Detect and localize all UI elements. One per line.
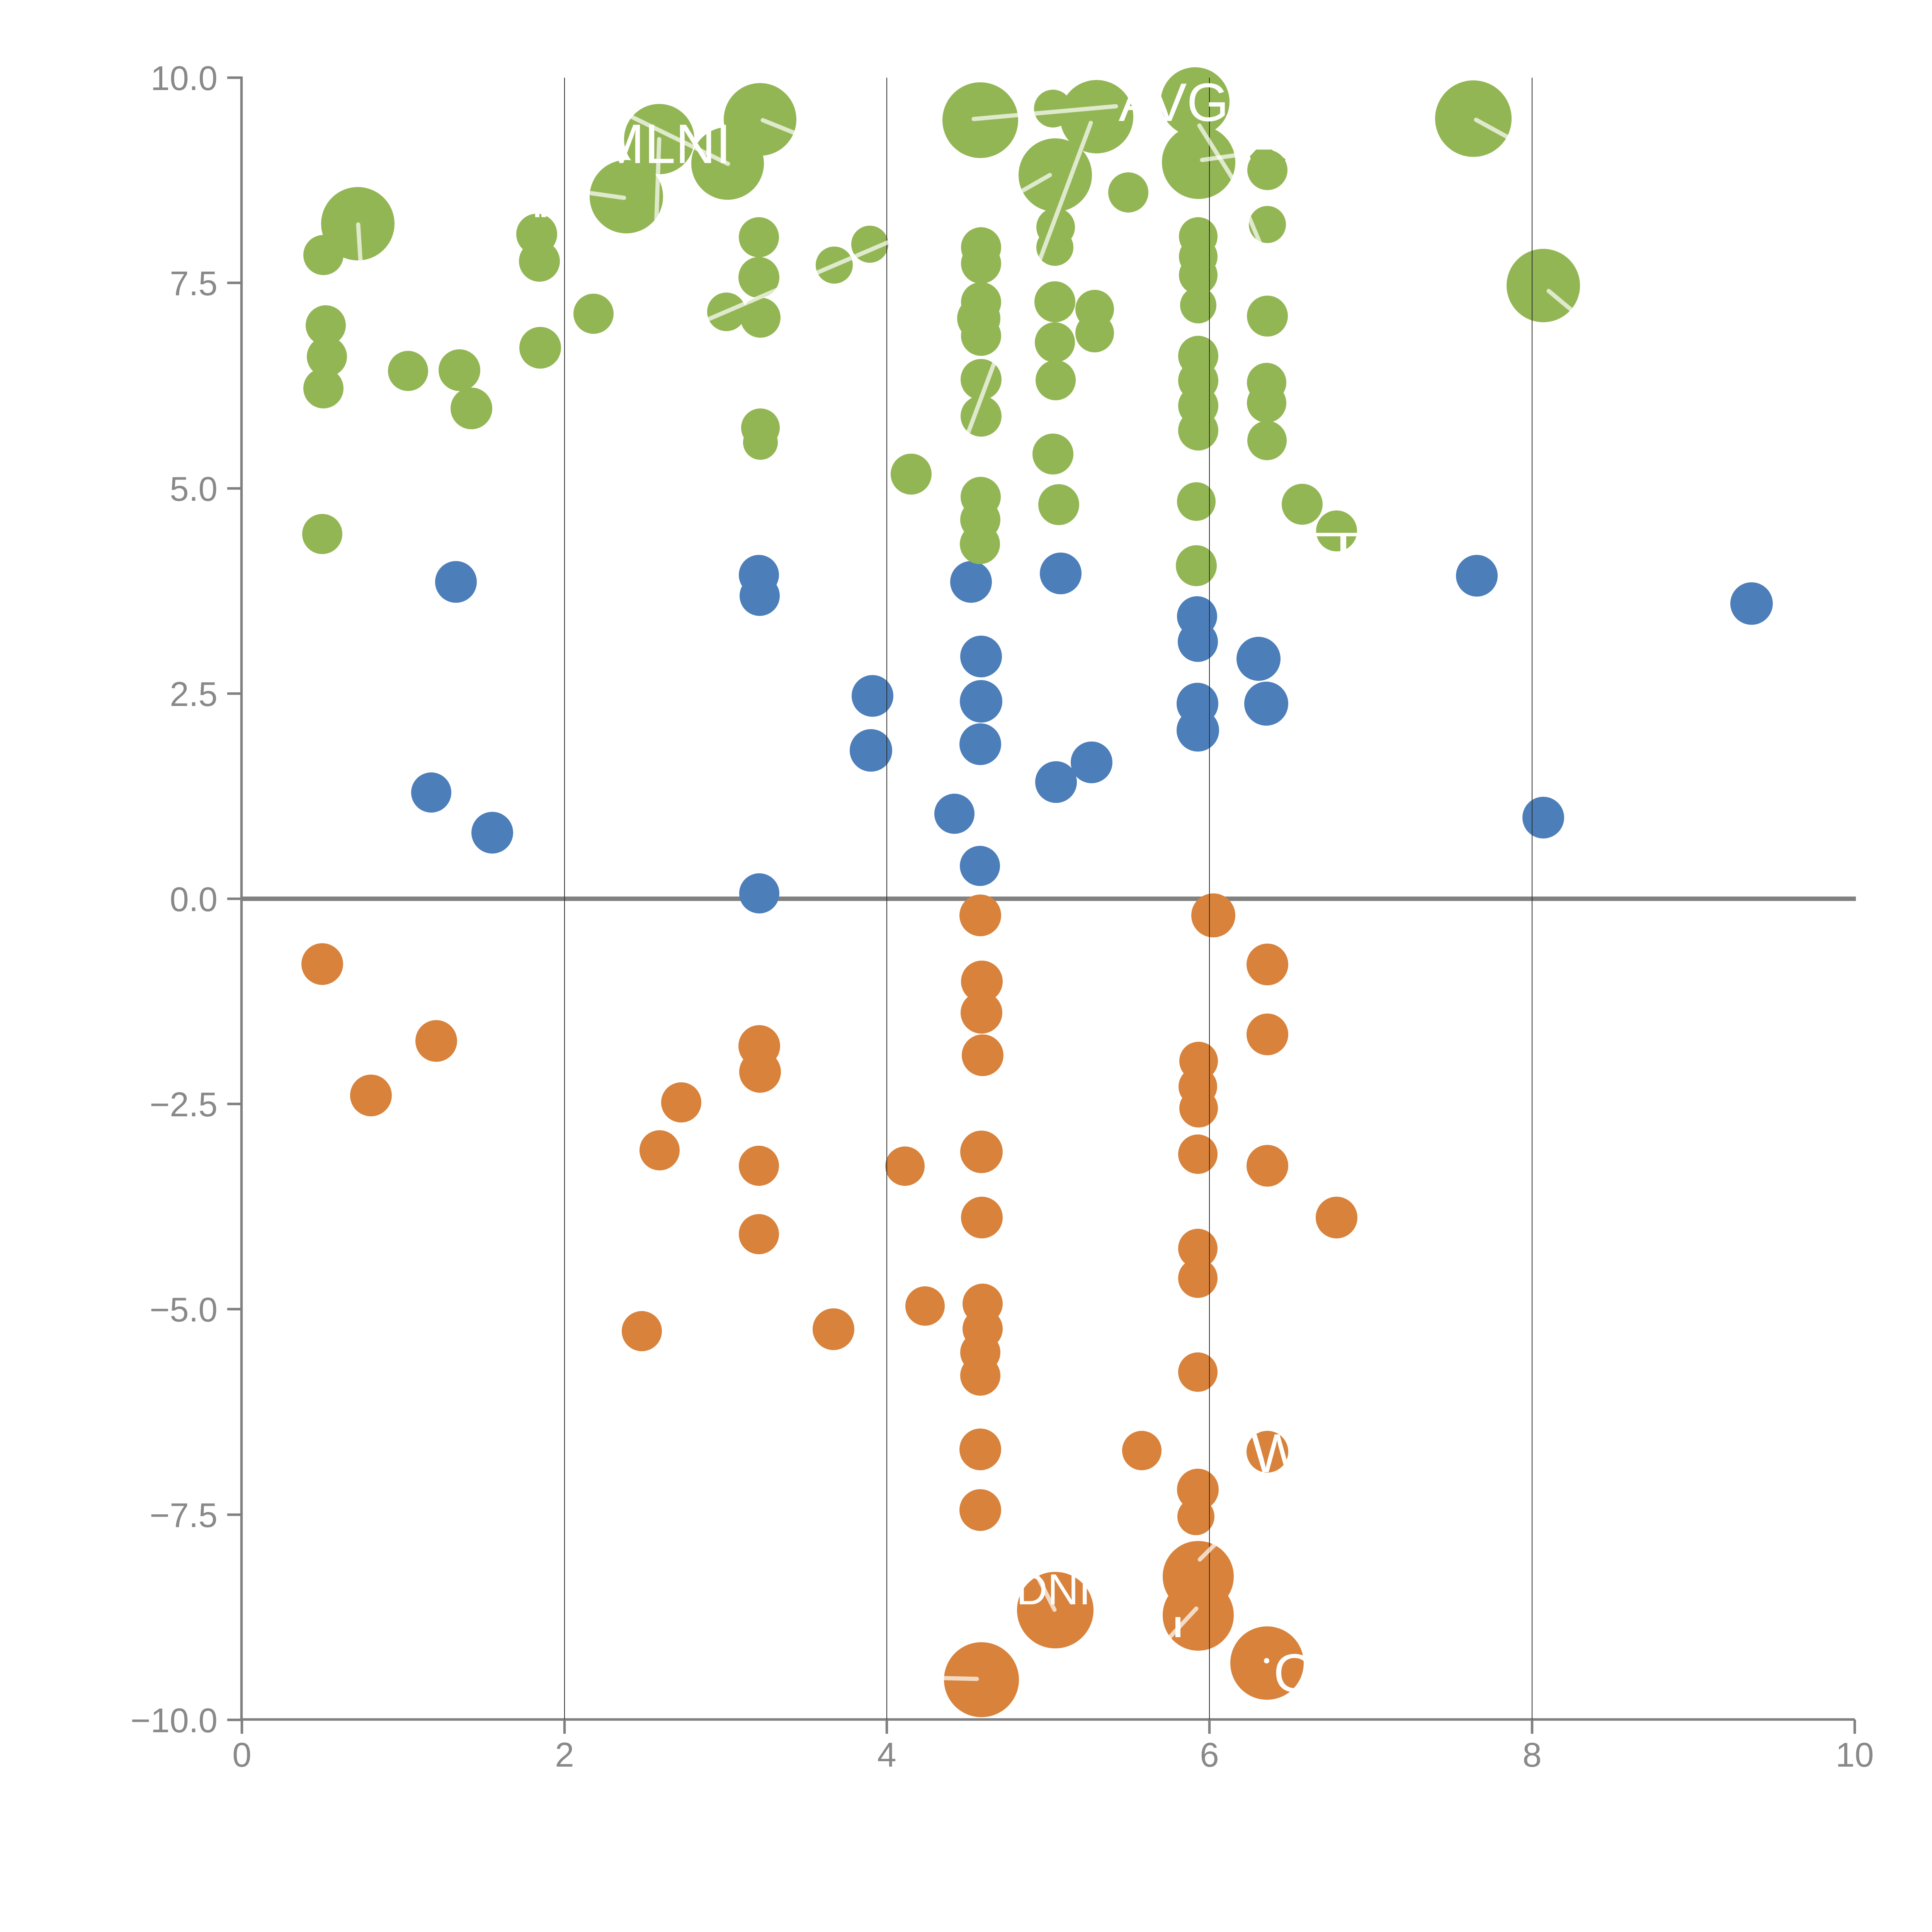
svg-text:W: W [1251,1423,1303,1484]
svg-text:10.0: 10.0 [151,59,218,97]
svg-text:AVG: AVG [1119,72,1229,133]
svg-text:4: 4 [877,1735,896,1774]
svg-text:O: O [1274,1643,1316,1703]
svg-text:7.5: 7.5 [170,264,218,303]
svg-text:0.0: 0.0 [170,880,218,918]
svg-text:DNI: DNI [1016,1565,1091,1614]
svg-text:2.5: 2.5 [170,675,218,713]
svg-text:2: 2 [555,1735,574,1774]
svg-text:−5.0: −5.0 [150,1290,218,1329]
svg-text:MLNI: MLNI [598,113,731,175]
svg-text:10: 10 [1836,1735,1874,1774]
svg-text:−10.0: −10.0 [131,1701,218,1740]
svg-text:−2.5: −2.5 [150,1085,218,1124]
svg-text:6: 6 [1200,1735,1219,1774]
svg-text:5.0: 5.0 [170,469,218,508]
svg-text:0: 0 [232,1735,252,1774]
svg-text:−7.5: −7.5 [150,1496,218,1534]
svg-text:8: 8 [1522,1735,1542,1774]
